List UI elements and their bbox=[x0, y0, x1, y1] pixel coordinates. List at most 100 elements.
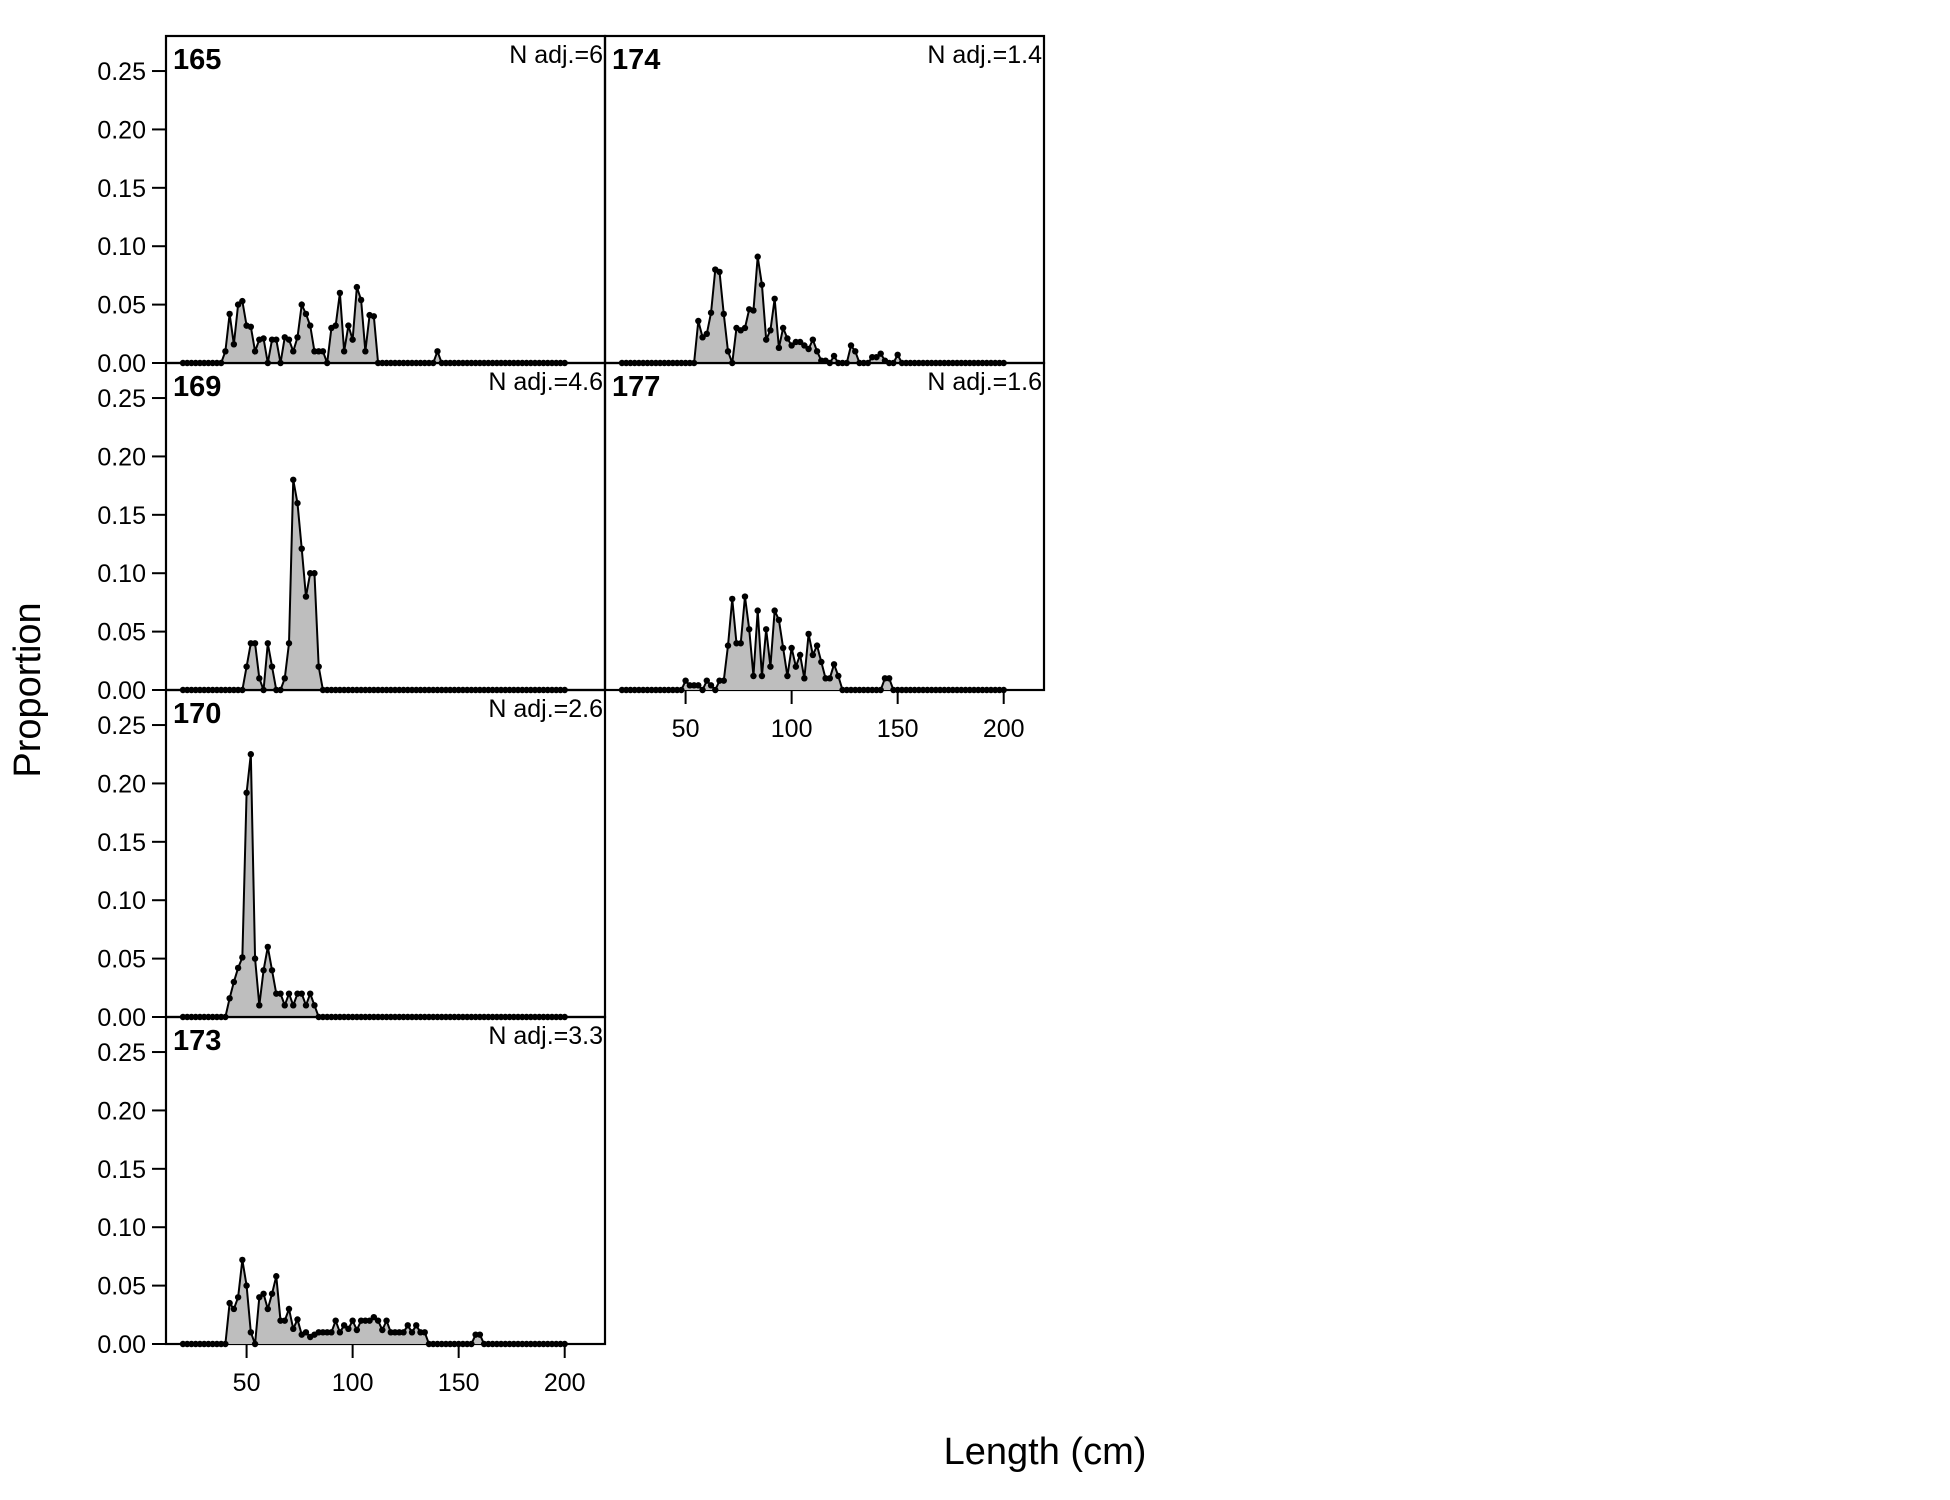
data-point bbox=[353, 1326, 361, 1334]
data-point bbox=[345, 1325, 352, 1333]
data-point bbox=[264, 640, 271, 647]
data-point bbox=[328, 1329, 335, 1336]
data-point bbox=[307, 322, 314, 329]
data-point bbox=[754, 607, 761, 614]
data-point bbox=[741, 593, 749, 600]
data-point bbox=[383, 1317, 390, 1324]
data-point bbox=[894, 351, 901, 359]
data-point bbox=[294, 334, 301, 341]
data-point bbox=[256, 675, 263, 682]
data-point bbox=[247, 1329, 255, 1336]
x-tick-label: 50 bbox=[233, 1369, 261, 1397]
y-tick-label: 0.00 bbox=[97, 1331, 146, 1359]
panel-165: 0.00 0.05 0.10 0.15 0.20 0.25 165 N adj.=6 bbox=[97, 34, 607, 378]
data-point bbox=[345, 322, 352, 329]
data-point bbox=[268, 967, 276, 974]
data-point bbox=[281, 675, 288, 682]
data-point bbox=[750, 672, 757, 680]
data-point bbox=[273, 1273, 280, 1280]
panel-169: 0.00 0.05 0.10 0.15 0.20 0.25 169 N adj.=4.6 bbox=[97, 361, 607, 705]
data-point bbox=[226, 1299, 233, 1307]
data-point bbox=[273, 336, 280, 343]
data-point bbox=[762, 626, 770, 633]
data-point bbox=[707, 309, 715, 316]
data-point bbox=[404, 1322, 411, 1329]
y-tick-label: 0.20 bbox=[97, 1097, 146, 1125]
y-tick-label: 0.05 bbox=[97, 1273, 146, 1301]
data-point bbox=[724, 348, 732, 355]
data-point bbox=[720, 677, 727, 684]
data-point bbox=[695, 317, 702, 325]
data-point bbox=[775, 616, 783, 624]
y-tick-label: 0.25 bbox=[97, 1039, 146, 1067]
data-point bbox=[349, 336, 356, 343]
y-tick-label: 0.10 bbox=[97, 560, 146, 588]
panel-id-label: 173 bbox=[173, 1025, 221, 1057]
data-point bbox=[251, 1340, 259, 1348]
data-point bbox=[792, 663, 800, 670]
data-point bbox=[788, 644, 795, 652]
y-tick-label: 0.05 bbox=[97, 619, 146, 647]
data-point bbox=[767, 327, 774, 334]
data-point bbox=[264, 943, 271, 951]
data-point bbox=[758, 281, 766, 288]
data-point bbox=[724, 642, 732, 649]
data-point bbox=[468, 1340, 475, 1348]
data-point bbox=[260, 967, 267, 974]
data-point bbox=[788, 342, 795, 349]
data-point bbox=[256, 1002, 263, 1009]
x-tick-label: 100 bbox=[771, 715, 813, 743]
data-point bbox=[230, 341, 238, 348]
data-point bbox=[809, 336, 817, 343]
panel-n-label: N adj.=1.6 bbox=[927, 368, 1042, 396]
series-area bbox=[182, 754, 565, 1017]
data-point bbox=[298, 990, 305, 997]
x-tick-label: 200 bbox=[544, 1369, 586, 1397]
data-point bbox=[366, 1317, 373, 1324]
x-tick-label: 200 bbox=[983, 715, 1025, 743]
data-point bbox=[336, 289, 344, 297]
panels-group: 0.000.050.100.150.200.25 165 N adj.=60.000… bbox=[97, 34, 1046, 1397]
data-point bbox=[302, 310, 310, 318]
y-tick-label: 0.15 bbox=[97, 175, 146, 203]
data-point bbox=[476, 1331, 484, 1338]
data-point bbox=[835, 672, 842, 680]
data-point bbox=[268, 663, 276, 670]
panel-id-label: 170 bbox=[173, 698, 221, 730]
data-point bbox=[762, 336, 770, 343]
data-point bbox=[285, 1305, 293, 1313]
data-point bbox=[408, 1329, 416, 1336]
y-tick-label: 0.10 bbox=[97, 887, 146, 915]
data-point bbox=[434, 348, 441, 355]
data-point bbox=[302, 1329, 310, 1336]
data-point bbox=[877, 686, 884, 694]
y-tick-label: 0.25 bbox=[97, 58, 146, 86]
data-point bbox=[340, 1322, 348, 1329]
data-point bbox=[678, 686, 685, 694]
data-point bbox=[239, 954, 246, 961]
y-tick-label: 0.20 bbox=[97, 770, 146, 798]
data-point bbox=[222, 1340, 229, 1348]
data-point bbox=[370, 313, 378, 320]
y-tick-label: 0.25 bbox=[97, 385, 146, 413]
data-point bbox=[712, 686, 719, 694]
data-point bbox=[801, 342, 808, 349]
data-point bbox=[830, 352, 838, 360]
data-point bbox=[260, 335, 267, 342]
data-point bbox=[784, 335, 791, 342]
data-point bbox=[285, 640, 293, 647]
data-point bbox=[779, 324, 787, 332]
data-point bbox=[251, 955, 259, 962]
panel-id-label: 177 bbox=[612, 371, 660, 403]
panel-frame bbox=[603, 361, 1046, 692]
panel-n-label: N adj.=1.4 bbox=[927, 41, 1042, 69]
data-point bbox=[746, 626, 753, 633]
data-point bbox=[290, 348, 297, 355]
data-point bbox=[353, 283, 361, 291]
data-point bbox=[699, 334, 706, 341]
data-point bbox=[226, 310, 233, 318]
data-point bbox=[243, 789, 250, 796]
y-tick-label: 0.25 bbox=[97, 712, 146, 740]
y-tick-label: 0.00 bbox=[97, 350, 146, 378]
